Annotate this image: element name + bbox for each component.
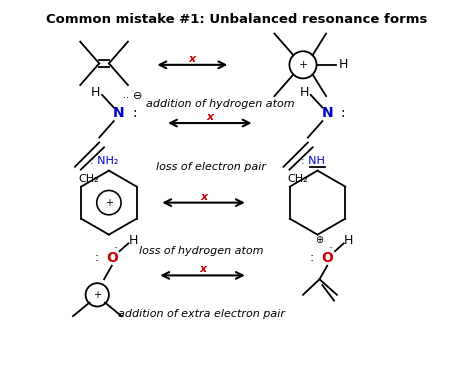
Text: H: H xyxy=(91,85,100,99)
Text: x: x xyxy=(189,54,196,64)
Text: : NH: : NH xyxy=(301,156,325,166)
Text: N: N xyxy=(321,106,333,120)
Text: H: H xyxy=(299,85,309,99)
Text: CH₂: CH₂ xyxy=(79,174,100,184)
Text: :: : xyxy=(94,251,99,264)
Text: O: O xyxy=(321,251,333,265)
Text: N: N xyxy=(113,106,124,120)
Text: ··: ·· xyxy=(328,244,334,253)
Text: CH₂: CH₂ xyxy=(287,174,308,184)
Text: +: + xyxy=(298,60,308,70)
Text: +: + xyxy=(93,290,101,300)
Text: ⊕: ⊕ xyxy=(315,235,324,245)
Text: ⊖: ⊖ xyxy=(133,91,143,101)
Text: ··: ·· xyxy=(123,93,129,103)
Text: : NH₂: : NH₂ xyxy=(90,156,118,166)
Text: +: + xyxy=(105,198,113,208)
Text: H: H xyxy=(344,234,353,247)
Text: x: x xyxy=(206,112,213,122)
Text: :: : xyxy=(310,251,314,264)
Text: :: : xyxy=(341,106,346,120)
Text: loss of hydrogen atom: loss of hydrogen atom xyxy=(139,246,264,256)
Text: x: x xyxy=(199,264,206,274)
Text: :: : xyxy=(132,106,137,120)
Text: loss of electron pair: loss of electron pair xyxy=(156,162,266,172)
Text: addition of extra electron pair: addition of extra electron pair xyxy=(118,309,284,319)
Text: H: H xyxy=(339,58,348,71)
Text: ··: ·· xyxy=(113,244,118,253)
Text: H: H xyxy=(128,234,138,247)
Text: Common mistake #1: Unbalanced resonance forms: Common mistake #1: Unbalanced resonance … xyxy=(46,13,428,26)
Text: addition of hydrogen atom: addition of hydrogen atom xyxy=(146,99,295,109)
Text: O: O xyxy=(106,251,118,265)
Text: x: x xyxy=(200,192,207,202)
